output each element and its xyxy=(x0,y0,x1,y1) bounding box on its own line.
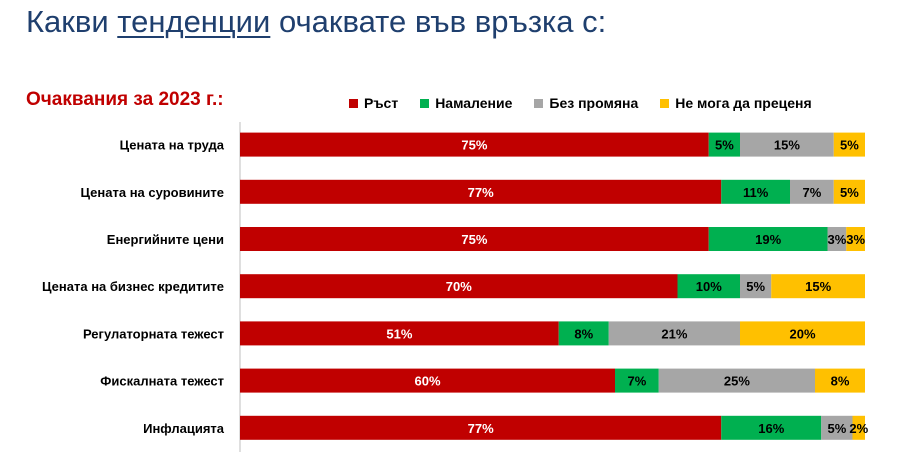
bar-segment-cannot-judge xyxy=(833,179,865,204)
data-label-growth: 75% xyxy=(461,232,487,247)
bar-segment-cannot-judge xyxy=(771,274,865,299)
slide-title-highlight: тенденции xyxy=(117,4,271,39)
legend-item-decrease: Намаление xyxy=(420,95,512,111)
chart-legend: Ръст Намаление Без промяна Не мога да пр… xyxy=(349,95,812,111)
data-label-growth: 51% xyxy=(386,326,412,341)
data-label-decrease: 11% xyxy=(743,185,769,200)
legend-label-no-change: Без промяна xyxy=(549,95,639,111)
data-label-cannot-judge: 5% xyxy=(840,185,859,200)
slide-title: Какви тенденции очаквате във връзка с: xyxy=(26,4,606,40)
bar-segment-cannot-judge xyxy=(815,368,865,393)
data-label-cannot-judge: 8% xyxy=(831,374,850,389)
data-label-no-change: 3% xyxy=(827,232,846,247)
data-label-growth: 60% xyxy=(414,374,440,389)
data-label-decrease: 10% xyxy=(696,279,722,294)
bar-segment-growth xyxy=(240,179,722,204)
data-label-cannot-judge: 3% xyxy=(846,232,865,247)
bar-segment-cannot-judge xyxy=(852,415,865,440)
category-label: Цената на суровините xyxy=(81,185,224,200)
legend-swatch-growth xyxy=(349,98,358,108)
bar-segment-no-change xyxy=(821,415,853,440)
bar-segment-decrease xyxy=(558,321,609,346)
bar-segment-no-change xyxy=(790,179,834,204)
legend-label-growth: Ръст xyxy=(364,95,399,111)
bar-segment-no-change xyxy=(608,321,740,346)
bar-segment-growth xyxy=(240,227,709,251)
data-label-growth: 77% xyxy=(468,421,494,436)
data-label-no-change: 25% xyxy=(724,374,750,389)
bar-segment-growth xyxy=(240,132,709,157)
legend-item-no-change: Без промяна xyxy=(534,95,638,111)
category-label: Цената на бизнес кредитите xyxy=(42,279,224,294)
legend-swatch-no-change xyxy=(534,98,544,108)
data-label-no-change: 15% xyxy=(774,138,800,153)
data-label-decrease: 19% xyxy=(755,232,781,247)
category-label: Регулаторната тежест xyxy=(83,326,224,341)
data-label-cannot-judge: 2% xyxy=(849,421,868,436)
bar-segment-cannot-judge xyxy=(740,321,865,346)
data-label-no-change: 21% xyxy=(661,326,687,341)
slide-title-end: очаквате във връзка с: xyxy=(270,4,607,39)
data-label-decrease: 8% xyxy=(574,326,593,341)
bar-segment-cannot-judge xyxy=(846,227,865,251)
slide-title-start: Какви xyxy=(26,4,118,39)
bar-segment-no-change xyxy=(658,368,815,393)
data-label-cannot-judge: 5% xyxy=(840,138,859,153)
legend-item-cannot-judge: Не мога да преценя xyxy=(660,95,812,111)
data-label-decrease: 5% xyxy=(715,138,734,153)
bar-segment-decrease xyxy=(677,274,740,299)
legend-swatch-decrease xyxy=(420,98,430,108)
bar-segment-growth xyxy=(240,368,615,393)
data-label-growth: 70% xyxy=(446,279,472,294)
bar-segment-no-change xyxy=(740,274,772,299)
legend-item-growth: Ръст xyxy=(349,95,398,111)
data-label-decrease: 7% xyxy=(627,374,646,389)
bar-segment-no-change xyxy=(827,227,847,251)
category-label: Фискалната тежест xyxy=(100,374,224,389)
data-label-cannot-judge: 15% xyxy=(805,279,831,294)
bar-segment-no-change xyxy=(740,132,834,157)
bar-segment-cannot-judge xyxy=(833,132,865,157)
data-label-no-change: 5% xyxy=(827,421,846,436)
bar-segment-growth xyxy=(240,321,559,346)
chart-title: Очаквания за 2023 г.: xyxy=(26,89,224,110)
bar-segment-growth xyxy=(240,274,678,299)
data-label-growth: 77% xyxy=(468,185,494,200)
data-label-cannot-judge: 20% xyxy=(789,326,815,341)
bar-segment-decrease xyxy=(708,227,828,251)
category-label: Енергийните цени xyxy=(107,232,224,247)
bar-segment-decrease xyxy=(721,415,822,440)
data-label-growth: 75% xyxy=(461,138,487,153)
bar-segment-decrease xyxy=(721,179,790,204)
bar-segment-growth xyxy=(240,415,722,440)
data-label-no-change: 5% xyxy=(746,279,765,294)
data-label-decrease: 16% xyxy=(758,421,784,436)
category-label: Инфлацията xyxy=(143,421,225,436)
bar-segment-decrease xyxy=(708,132,740,157)
legend-label-cannot-judge: Не мога да преценя xyxy=(675,95,812,111)
data-label-no-change: 7% xyxy=(802,185,821,200)
legend-swatch-cannot-judge xyxy=(660,98,670,108)
bar-segment-decrease xyxy=(615,368,659,393)
legend-label-decrease: Намаление xyxy=(435,95,513,111)
category-label: Цената на труда xyxy=(120,138,225,153)
